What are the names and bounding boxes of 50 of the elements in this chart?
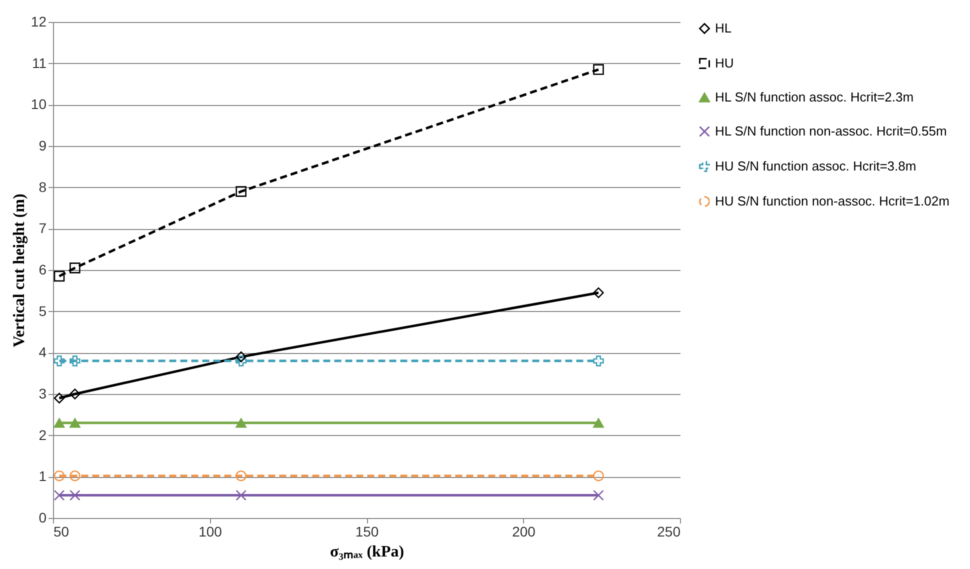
x-axis-title: σ₃ₘₐₓ (kPa)	[330, 544, 404, 560]
point	[70, 470, 80, 482]
y-tick-label: 8	[38, 178, 47, 195]
y-tick-label: 6	[38, 262, 47, 278]
point	[236, 356, 246, 366]
point	[54, 392, 65, 404]
point	[70, 490, 80, 501]
point	[70, 388, 80, 400]
y-tick-label: 0	[38, 510, 47, 526]
point	[54, 418, 65, 428]
point	[54, 270, 65, 282]
point	[70, 356, 80, 366]
point	[593, 287, 604, 298]
x-tick-label: 100	[198, 524, 222, 540]
x-tick-label: 50	[54, 524, 70, 540]
point	[236, 470, 246, 482]
y-tick-label: 10	[30, 96, 47, 112]
x-tick-label: 150	[355, 524, 379, 540]
y-tick-label: 12	[30, 14, 47, 30]
legend-label: HL S/N function non-assoc. Hcrit=0.55m	[715, 124, 947, 138]
point	[593, 418, 604, 428]
y-tick-label: 1	[38, 468, 47, 484]
point	[236, 418, 246, 428]
y-tick-label: 9	[38, 138, 47, 154]
x-tick-label: 250	[657, 524, 681, 540]
y-axis-title: Vertical cut height (m)	[10, 194, 28, 348]
point	[593, 470, 604, 482]
legend-label: HU S/N function assoc. Hcrit=3.8m	[715, 158, 916, 174]
legend-label: HU S/N function non-assoc. Hcrit=1.02m	[715, 194, 950, 208]
point	[593, 356, 604, 366]
point	[54, 356, 65, 366]
point	[54, 470, 65, 482]
point	[54, 490, 65, 501]
y-tick-label: 7	[38, 220, 47, 236]
point	[236, 186, 246, 197]
legend-label: HL	[715, 20, 732, 36]
point	[70, 418, 80, 428]
point	[70, 262, 80, 274]
legend-label: HL S/N function assoc. Hcrit=2.3m	[715, 90, 914, 104]
point	[236, 490, 246, 501]
y-tick-label: 11	[32, 54, 47, 71]
point	[236, 351, 246, 362]
point	[593, 490, 604, 501]
x-tick-label: 200	[512, 524, 536, 540]
legend-label: HU	[715, 56, 734, 70]
y-tick-label: 4	[38, 344, 47, 360]
y-tick-label: 3	[38, 386, 47, 402]
point	[593, 64, 604, 75]
y-tick-label: 2	[38, 426, 47, 443]
y-tick-label: 5	[38, 302, 47, 319]
